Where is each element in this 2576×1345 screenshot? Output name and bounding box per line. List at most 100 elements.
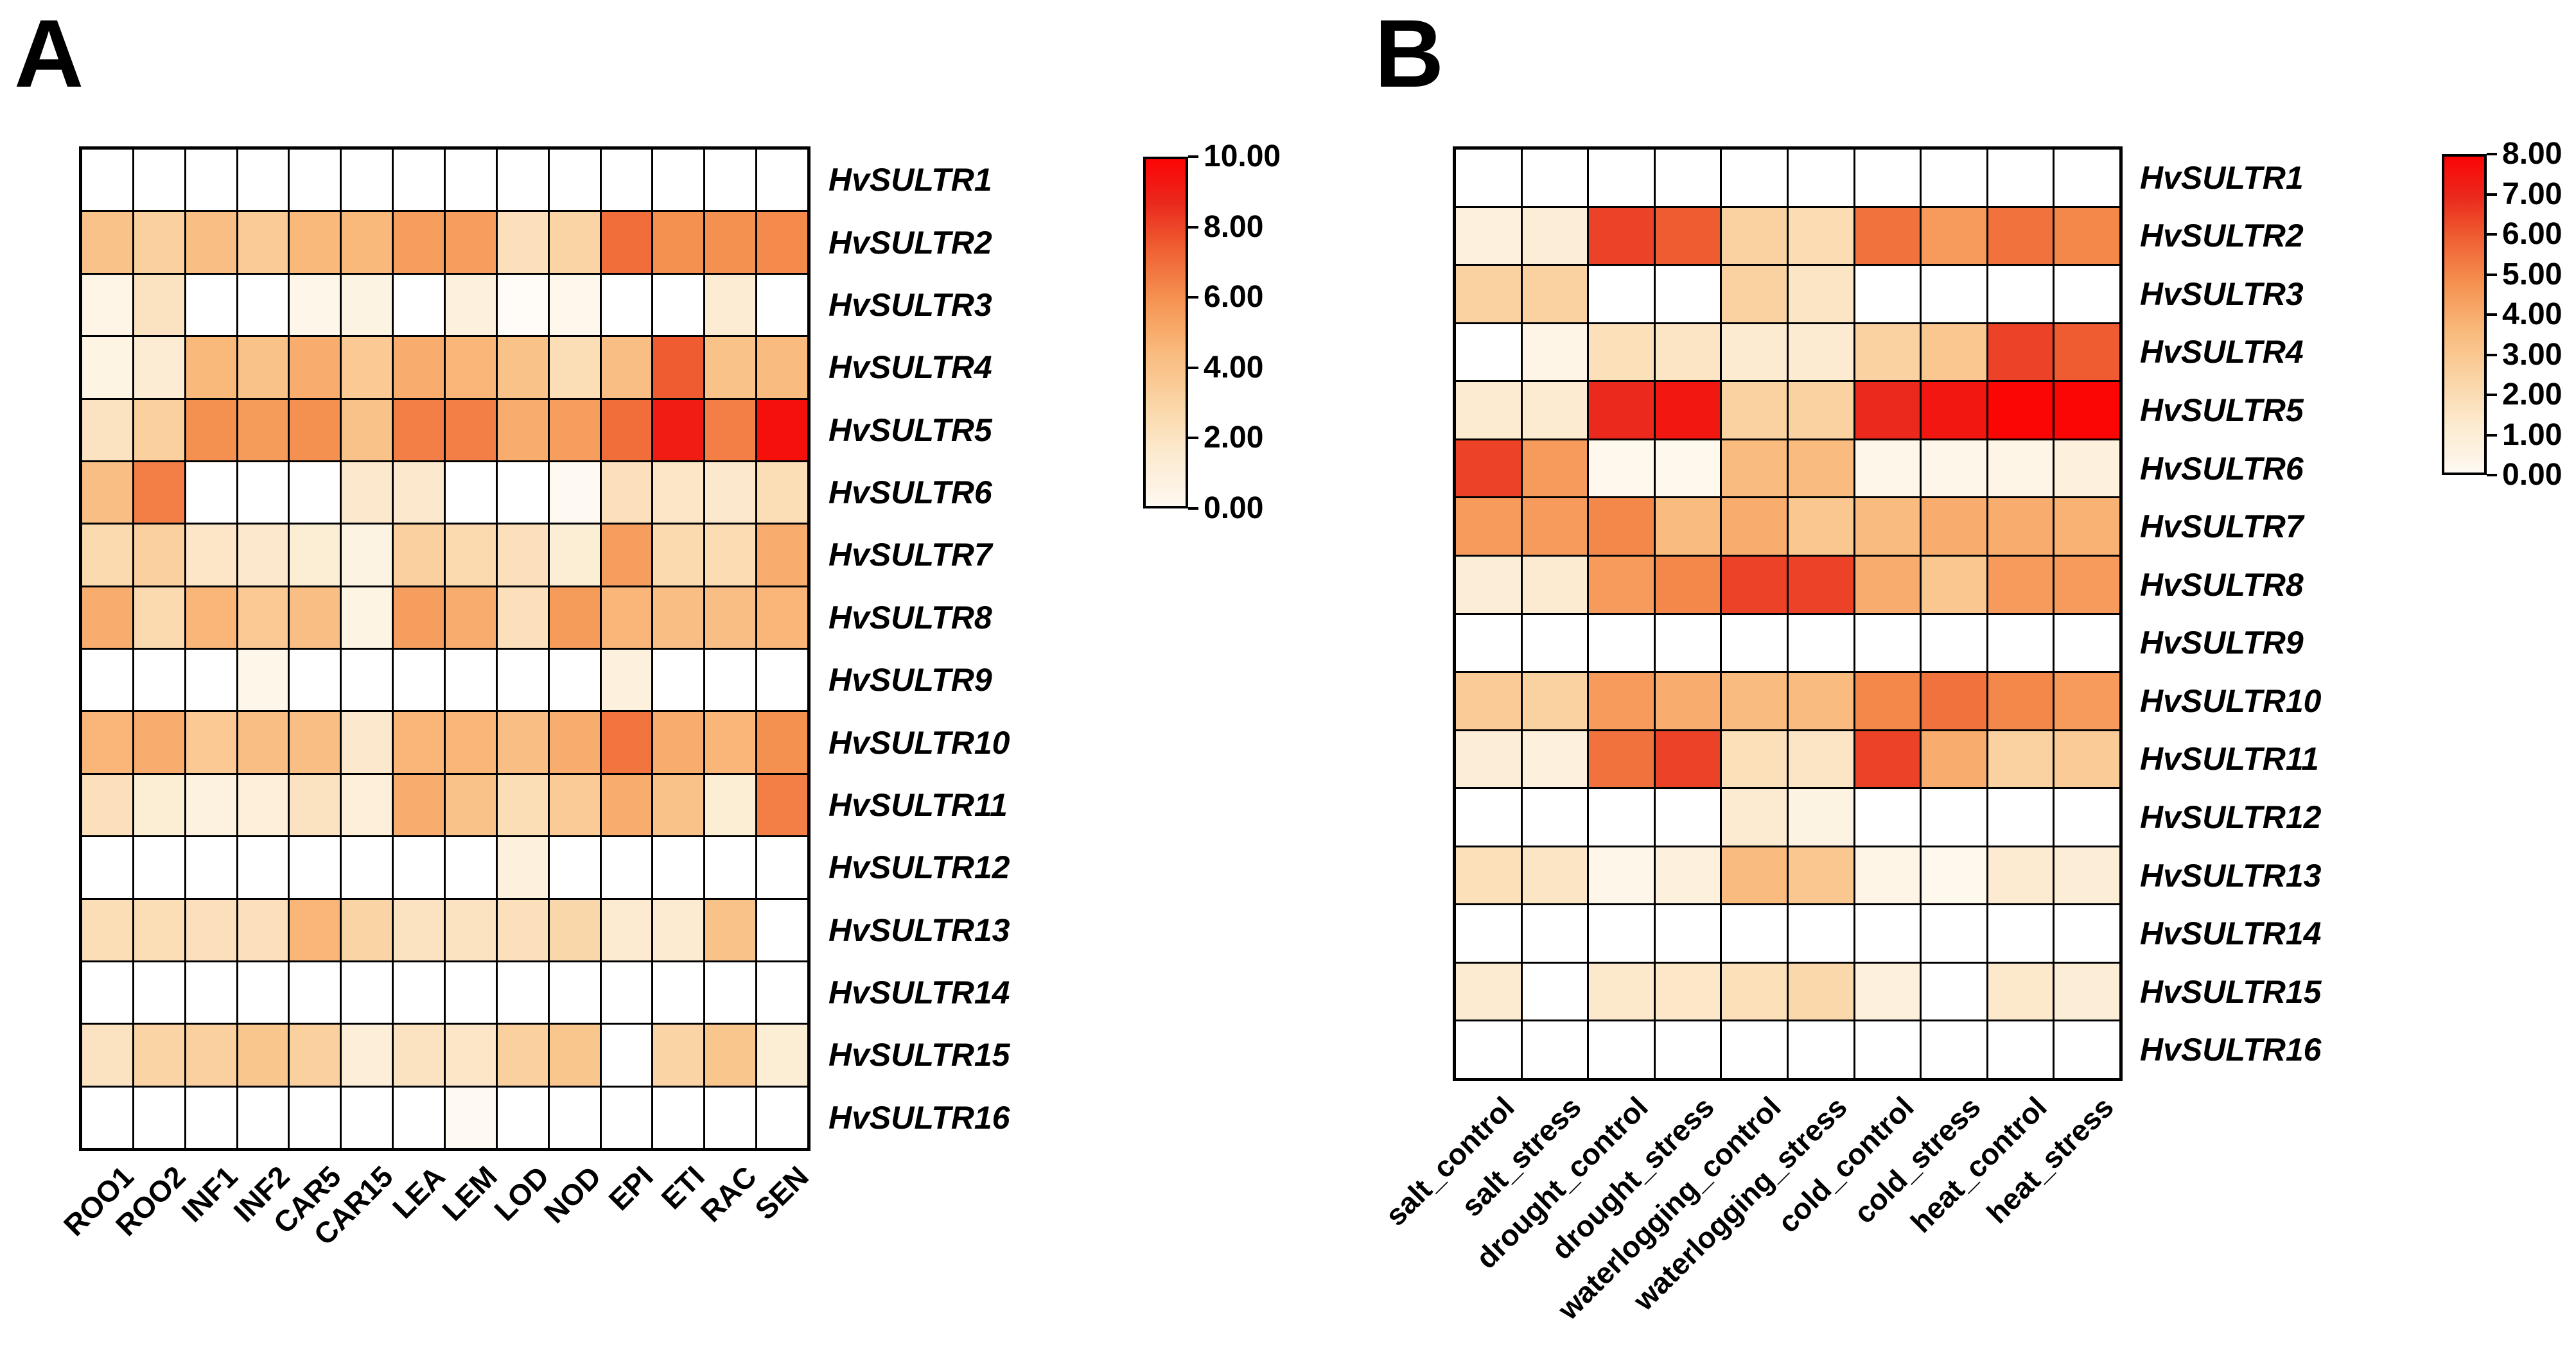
heatmap-cell [445,962,496,1023]
heatmap-cell [497,774,548,836]
gene-label: HvSULTR16 [828,1099,1010,1136]
heatmap-cell [342,899,392,960]
heatmap-cell [1522,905,1588,962]
heatmap-cell [1655,266,1721,322]
heatmap-cell [1522,382,1588,438]
heatmap-cell [1655,731,1721,788]
heatmap-cell [497,274,548,336]
heatmap-cell [186,837,236,898]
heatmap-cell [705,587,756,648]
heatmap-cell [186,587,236,648]
heatmap-cell [601,1087,652,1148]
heatmap-cell [1855,789,1920,846]
heatmap-cell [290,274,340,336]
heatmap-cell [705,774,756,836]
heatmap-cell [1922,789,1986,846]
heatmap-cell [1589,440,1654,497]
heatmap-cell [82,899,132,960]
heatmap-cell [134,1087,184,1148]
heatmap-cell [1855,266,1920,322]
heatmap-cell [1988,789,2053,846]
heatmap-cell [1855,614,1920,672]
heatmap-cell [394,150,444,211]
heatmap-cell [653,650,704,711]
heatmap-cell [549,399,600,460]
gene-label: HvSULTR3 [2140,275,2304,312]
heatmap-cell [290,774,340,836]
heatmap-cell [394,962,444,1023]
heatmap-cell [1855,382,1920,438]
heatmap-cell [549,650,600,711]
heatmap-cell [1988,963,2053,1020]
colorbar-tick-label: 0.00 [2502,458,2563,492]
heatmap-cell [1655,1021,1721,1078]
heatmap-cell [290,899,340,960]
heatmap-cell [1922,614,1986,672]
heatmap-cell [1456,207,1521,265]
heatmap-cell [1855,498,1920,555]
heatmap-cell [705,274,756,336]
gene-label: HvSULTR5 [2140,392,2304,429]
heatmap-cell [497,150,548,211]
heatmap-cell [134,899,184,960]
heatmap-cell [2055,498,2119,555]
heatmap-cell [2055,789,2119,846]
heatmap-cell [653,212,704,273]
heatmap-cell [1788,382,1853,438]
heatmap-cell [601,837,652,898]
heatmap-cell [653,1087,704,1148]
heatmap-cell [238,774,288,836]
heatmap-cell [601,1025,652,1086]
heatmap-cell [1522,556,1588,613]
heatmap-cell [705,399,756,460]
heatmap-cell [757,650,807,711]
heatmap-cell [497,650,548,711]
heatmap-cell [238,587,288,648]
heatmap-cell [1589,673,1654,729]
heatmap-cell [1788,440,1853,497]
heatmap-cell [1522,440,1588,497]
gene-label: HvSULTR10 [828,724,1010,761]
heatmap-cell [1722,905,1787,962]
heatmap-cell [1788,266,1853,322]
heatmap-cell [1456,731,1521,788]
heatmap-cell [134,525,184,586]
heatmap-grid-b [1453,146,2123,1081]
heatmap-cell [445,712,496,773]
gene-label: HvSULTR13 [2140,857,2322,894]
heatmap-cell [1655,150,1721,206]
heatmap-cell [186,274,236,336]
heatmap-cell [653,462,704,523]
heatmap-cell [705,899,756,960]
heatmap-cell [134,150,184,211]
heatmap-cell [290,337,340,398]
heatmap-cell [2055,614,2119,672]
heatmap-cell [549,1025,600,1086]
heatmap-cell [1655,789,1721,846]
heatmap-cell [342,399,392,460]
heatmap-cell [1988,847,2053,904]
heatmap-cell [1722,731,1787,788]
heatmap-cell [342,1087,392,1148]
heatmap-cell [601,899,652,960]
gene-label: HvSULTR11 [2140,741,2319,777]
heatmap-cell [1788,789,1853,846]
heatmap-cell [1456,266,1521,322]
gene-label: HvSULTR16 [2140,1032,2322,1068]
heatmap-cell [82,525,132,586]
heatmap-cell [1655,673,1721,729]
heatmap-cell [2055,324,2119,381]
heatmap-cell [238,962,288,1023]
colorbar-tick-label: 2.00 [2502,377,2563,412]
heatmap-cell [2055,556,2119,613]
heatmap-cell [445,399,496,460]
heatmap-cell [445,650,496,711]
heatmap-cell [653,899,704,960]
heatmap-cell [342,337,392,398]
heatmap-cell [549,712,600,773]
heatmap-cell [601,712,652,773]
heatmap-cell [1988,614,2053,672]
heatmap-cell [549,525,600,586]
heatmap-cell [549,774,600,836]
heatmap-cell [290,525,340,586]
